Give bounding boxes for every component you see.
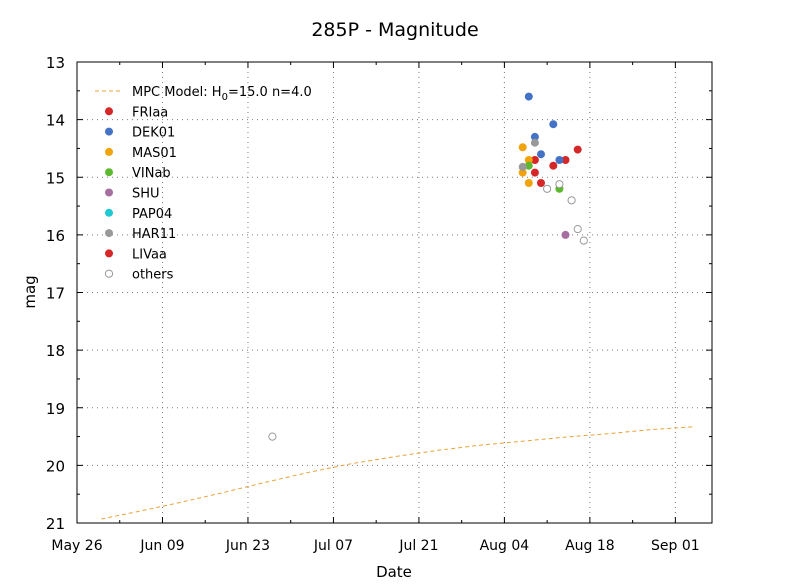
data-point-friaa (530, 168, 539, 177)
y-tick-label: 19 (46, 400, 65, 418)
x-tick-label: May 26 (51, 538, 102, 554)
legend-label-livaa: LIVaa (132, 247, 167, 262)
data-point-friaa (537, 179, 545, 187)
legend-swatch-others (104, 269, 114, 278)
x-tick-label: Jun 23 (225, 538, 270, 554)
legend-swatch-pap04 (105, 208, 113, 217)
data-point-others (579, 236, 588, 245)
legend-label-vinab: VINab (132, 166, 171, 181)
legend-model-label: MPC Model: H0=15.0 n=4.0 (132, 85, 312, 103)
y-tick-label: 20 (46, 457, 65, 475)
legend-swatch-shu (105, 188, 113, 197)
y-tick-label: 15 (46, 169, 65, 187)
x-tick-label: Aug 18 (565, 538, 615, 554)
data-point-har11 (530, 138, 539, 147)
data-points (268, 92, 588, 441)
x-tick-label: Jun 09 (139, 538, 184, 554)
data-point-friaa (530, 156, 539, 164)
y-tick-label: 18 (46, 342, 65, 360)
data-point-others (567, 196, 576, 205)
data-point-friaa (561, 156, 570, 164)
chart-title: 285P - Magnitude (311, 19, 478, 41)
x-tick-label: Jul 21 (398, 538, 438, 554)
legend-label-mas01: MAS01 (132, 146, 177, 161)
data-point-others (555, 180, 564, 189)
legend-label-others: others (132, 268, 174, 283)
data-point-friaa (573, 145, 582, 154)
data-point-mas01 (518, 143, 527, 152)
data-point-vinab (524, 161, 533, 170)
data-point-dek01 (530, 132, 539, 141)
y-tick-label: 21 (46, 515, 65, 533)
y-axis-ticks: 13 14 15 16 17 18 19 20 21 (46, 54, 712, 533)
y-axis-label: mag (21, 275, 39, 308)
legend-swatch-vinab (105, 168, 113, 177)
x-tick-label: Jul 07 (313, 538, 353, 554)
x-tick-label: Sep 01 (651, 538, 700, 554)
x-axis-label: Date (376, 563, 412, 581)
data-point-dek01 (549, 120, 558, 129)
legend-label-shu: SHU (132, 187, 160, 202)
legend-swatch-friaa (105, 107, 113, 116)
data-point-dek01 (524, 92, 533, 101)
data-point-har11 (518, 162, 527, 171)
y-tick-label: 16 (46, 227, 65, 245)
data-point-others (543, 184, 552, 193)
model-curve-line (101, 426, 694, 520)
model-curve (101, 426, 694, 520)
legend-label-pap04: PAP04 (132, 207, 172, 222)
y-tick-label: 14 (46, 112, 65, 130)
legend-label-friaa: FRIaa (132, 105, 168, 120)
data-point-shu (561, 230, 570, 239)
grid (77, 62, 712, 523)
data-point-others (573, 225, 582, 234)
legend-swatch-livaa (105, 249, 113, 258)
x-axis-ticks: May 26 Jun 09 Jun 23 Jul 07 Jul 21 Aug 04 Aug … (51, 62, 700, 554)
data-point-dek01 (555, 156, 564, 164)
data-point-mas01 (518, 168, 527, 177)
legend-swatch-har11 (105, 229, 113, 238)
data-point-mas01 (524, 179, 533, 187)
legend: MPC Model: H0=15.0 n=4.0 FRIaa DEK01 MAS01 V… (95, 85, 312, 283)
data-point-others (268, 432, 277, 441)
legend-label-har11: HAR11 (132, 227, 176, 242)
data-point-mas01 (524, 156, 533, 164)
legend-swatch-mas01 (105, 147, 113, 156)
y-tick-label: 13 (46, 54, 65, 72)
y-tick-label: 17 (46, 285, 65, 303)
data-point-dek01 (537, 150, 545, 159)
data-point-friaa (549, 161, 558, 170)
legend-label-dek01: DEK01 (132, 126, 175, 141)
legend-swatch-dek01 (105, 127, 113, 136)
x-tick-label: Aug 04 (480, 538, 530, 554)
